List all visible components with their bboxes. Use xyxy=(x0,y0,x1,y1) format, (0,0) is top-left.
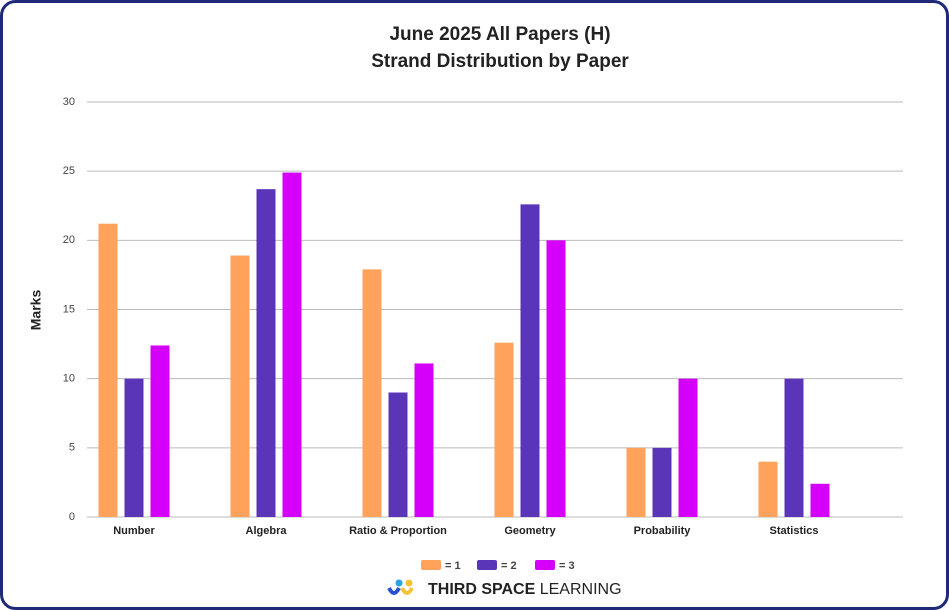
bar xyxy=(124,378,144,517)
bar xyxy=(256,189,276,517)
x-tick-label: Number xyxy=(113,525,155,537)
bar xyxy=(388,392,408,517)
bar xyxy=(362,269,382,517)
brand-name: THIRD SPACE LEARNING xyxy=(428,581,622,598)
x-tick-label: Ratio & Proportion xyxy=(349,525,447,537)
bar xyxy=(546,240,566,518)
brand-bold: THIRD SPACE xyxy=(428,581,536,598)
bar xyxy=(520,204,540,517)
chart-title: June 2025 All Papers (H) xyxy=(389,24,610,45)
legend-label: = 3 xyxy=(559,560,575,572)
bar xyxy=(810,483,830,517)
bar xyxy=(494,342,514,517)
legend-label: = 1 xyxy=(445,560,461,572)
legend-swatch xyxy=(421,560,441,570)
x-tick-label: Geometry xyxy=(504,525,556,537)
y-tick-label: 15 xyxy=(63,303,75,315)
bar xyxy=(652,447,672,517)
bar xyxy=(282,172,302,518)
legend-swatch xyxy=(477,560,497,570)
y-tick-label: 25 xyxy=(63,165,75,177)
bar xyxy=(98,223,118,517)
y-tick-label: 30 xyxy=(63,96,75,108)
bar xyxy=(230,255,250,518)
y-tick-label: 0 xyxy=(69,511,75,523)
bar xyxy=(758,461,778,517)
y-tick-label: 5 xyxy=(69,442,75,454)
chart-subtitle: Strand Distribution by Paper xyxy=(371,51,629,72)
bar xyxy=(414,363,434,517)
x-tick-label: Algebra xyxy=(246,525,288,537)
bar xyxy=(626,447,646,517)
bar xyxy=(784,378,804,517)
bar xyxy=(150,345,170,517)
bar xyxy=(678,378,698,517)
x-tick-label: Probability xyxy=(634,525,692,537)
x-tick-label: Statistics xyxy=(770,525,819,537)
legend-label: = 2 xyxy=(501,560,517,572)
y-tick-label: 10 xyxy=(63,373,75,385)
y-tick-label: 20 xyxy=(63,234,75,246)
brand-logo: THIRD SPACE LEARNING xyxy=(387,579,622,598)
legend-swatch xyxy=(535,560,555,570)
y-axis-label: Marks xyxy=(28,290,44,331)
brand-light: LEARNING xyxy=(540,581,622,598)
